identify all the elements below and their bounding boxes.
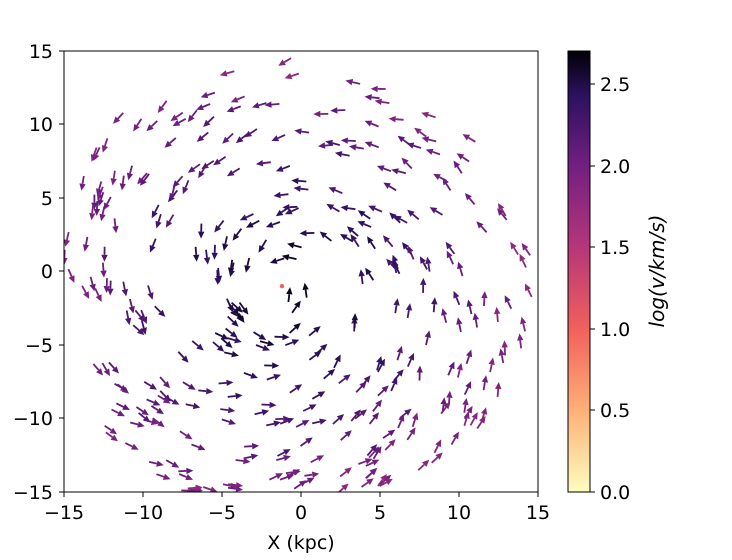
velocity-arrow-shaft bbox=[288, 294, 289, 302]
velocity-arrow-shaft bbox=[428, 264, 429, 272]
velocity-arrow-shaft bbox=[476, 320, 477, 328]
y-tick-label: 0 bbox=[41, 261, 53, 283]
velocity-arrow-shaft bbox=[103, 263, 104, 271]
velocity-arrow-shaft bbox=[228, 484, 236, 485]
x-tick-label: 0 bbox=[295, 502, 307, 524]
velocity-arrow-shaft bbox=[498, 389, 499, 397]
velocity-arrow-shaft bbox=[325, 145, 333, 146]
x-tick-label: −5 bbox=[208, 502, 236, 524]
velocity-arrow-shaft bbox=[520, 340, 521, 348]
colorbar-tick-label: 0.0 bbox=[600, 482, 630, 504]
velocity-arrow-shaft bbox=[356, 147, 364, 148]
x-tick-label: 15 bbox=[526, 502, 550, 524]
velocity-arrow-shaft bbox=[362, 276, 363, 284]
y-tick-label: 5 bbox=[41, 188, 53, 210]
x-axis-label: X (kpc) bbox=[267, 532, 334, 554]
velocity-arrow-shaft bbox=[484, 298, 485, 306]
plot-area bbox=[64, 51, 538, 492]
velocity-arrow-shaft bbox=[434, 304, 435, 312]
velocity-arrow-shaft bbox=[198, 390, 206, 391]
x-tick-label: −15 bbox=[44, 502, 84, 524]
velocity-arrow-shaft bbox=[408, 310, 409, 318]
velocity-arrow-shaft bbox=[114, 171, 115, 179]
velocity-arrow-shaft bbox=[188, 488, 196, 489]
colorbar-label: log(v/km/s) bbox=[645, 215, 669, 328]
velocity-arrow-shaft bbox=[300, 189, 308, 190]
y-tick-label: −15 bbox=[13, 482, 53, 504]
y-tick-label: 10 bbox=[29, 114, 53, 136]
x-axis: −15 −10 −5 0 5 10 15 bbox=[44, 492, 550, 524]
velocity-arrow-shaft bbox=[83, 176, 84, 184]
velocity-arrow-shaft bbox=[396, 119, 404, 120]
x-tick-label: −10 bbox=[123, 502, 163, 524]
center-marker bbox=[280, 284, 284, 288]
velocity-arrow-shaft bbox=[298, 181, 306, 182]
colorbar-tick-label: 0.5 bbox=[600, 400, 630, 422]
velocity-arrow-shaft bbox=[220, 409, 228, 410]
velocity-arrow-shaft bbox=[236, 460, 244, 461]
velocity-arrow-shaft bbox=[304, 475, 312, 476]
colorbar-tick-label: 1.5 bbox=[600, 237, 630, 259]
colorbar bbox=[568, 51, 590, 492]
x-tick-label: 5 bbox=[374, 502, 386, 524]
velocity-arrow-shaft bbox=[206, 250, 207, 258]
colorbar-tick-label: 1.0 bbox=[600, 319, 630, 341]
colorbar-tick-label: 2.5 bbox=[600, 74, 630, 96]
velocity-arrow-shaft bbox=[464, 405, 465, 413]
velocity-arrow-shaft bbox=[123, 176, 124, 184]
velocity-arrow-shaft bbox=[115, 218, 116, 226]
velocity-arrow-shaft bbox=[449, 398, 450, 406]
colorbar-tick-label: 2.0 bbox=[600, 156, 630, 178]
colorbar-axis: 0.0 0.5 1.0 1.5 2.0 2.5 bbox=[590, 74, 630, 504]
velocity-arrow-shaft bbox=[271, 104, 279, 105]
velocity-arrow-shaft bbox=[348, 208, 356, 209]
velocity-arrow-shaft bbox=[372, 97, 380, 98]
velocity-arrow-shaft bbox=[196, 247, 197, 255]
velocity-arrow-shaft bbox=[219, 383, 227, 384]
velocity-arrow-shaft bbox=[382, 102, 390, 103]
velocity-arrow-shaft bbox=[263, 162, 271, 163]
y-tick-label: 15 bbox=[29, 41, 53, 63]
velocity-arrow-shaft bbox=[92, 205, 93, 213]
y-tick-label: −10 bbox=[13, 408, 53, 430]
velocity-arrow-shaft bbox=[280, 194, 288, 195]
velocity-arrow-shaft bbox=[443, 404, 444, 412]
velocity-arrow-shaft bbox=[301, 132, 309, 133]
x-tick-label: 10 bbox=[447, 502, 471, 524]
velocity-arrow-shaft bbox=[395, 305, 396, 313]
velocity-arrow-shaft bbox=[228, 488, 236, 489]
velocity-arrow-shaft bbox=[484, 382, 485, 390]
y-axis: −15 −10 −5 0 5 10 15 bbox=[13, 41, 64, 504]
y-tick-label: −5 bbox=[25, 335, 53, 357]
velocity-arrow-shaft bbox=[306, 290, 307, 298]
velocity-arrow-shaft bbox=[228, 396, 236, 397]
velocity-arrow-shaft bbox=[286, 472, 294, 473]
velocity-arrow-shaft bbox=[497, 314, 498, 322]
